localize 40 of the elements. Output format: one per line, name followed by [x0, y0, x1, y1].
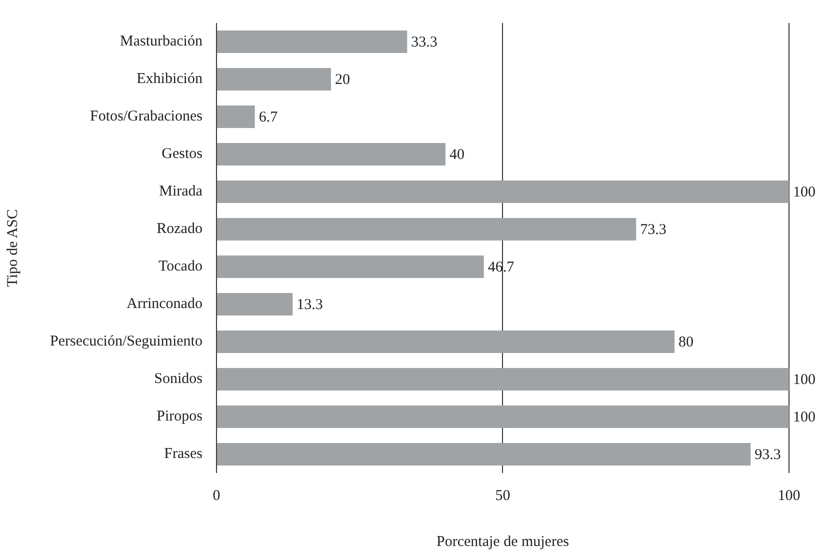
x-tick-label: 50	[495, 488, 510, 504]
y-tick-label: Mirada	[159, 184, 203, 200]
y-tick-label: Rozado	[156, 221, 202, 238]
bar	[216, 180, 789, 203]
data-label: 100	[793, 410, 816, 426]
data-label: 93.3	[754, 447, 781, 464]
y-tick-label: Exhibición	[136, 71, 203, 88]
y-tick-label: Fotos/Grabaciones	[90, 108, 203, 125]
y-tick-label: Gestos	[162, 146, 203, 162]
y-tick-label: Tocado	[158, 258, 202, 275]
x-tick-label: 100	[778, 488, 800, 504]
y-tick-label: Frases	[164, 446, 203, 462]
bar	[216, 443, 751, 466]
data-label: 33.3	[411, 34, 438, 51]
bar	[216, 256, 484, 278]
y-tick-label: Sonidos	[154, 371, 203, 388]
bar	[216, 106, 255, 128]
data-label: 6.7	[258, 110, 278, 126]
y-axis-title: Tipo de ASC	[4, 209, 21, 287]
data-label: 100	[793, 184, 816, 201]
data-label: 20	[334, 72, 350, 88]
bar	[216, 293, 293, 316]
data-label: 100	[793, 372, 816, 388]
bar	[216, 68, 331, 90]
bar	[216, 330, 674, 353]
bar	[216, 30, 408, 53]
bar	[216, 143, 446, 166]
y-tick-label: Masturbación	[120, 34, 203, 50]
y-tick-label: Piropos	[156, 408, 203, 425]
data-label: 73.3	[640, 222, 666, 238]
bar	[216, 368, 789, 390]
bar	[216, 406, 789, 428]
y-tick-label: Persecución/Seguimiento	[50, 334, 202, 350]
bar	[216, 218, 636, 240]
y-tick-label: Arrinconado	[126, 296, 202, 312]
x-axis-title: Porcentaje de mujeres	[436, 534, 570, 550]
data-label: 40	[449, 147, 464, 164]
x-tick-label: 0	[212, 488, 220, 504]
data-label: 13.3	[296, 297, 323, 314]
data-label: 80	[678, 334, 694, 351]
